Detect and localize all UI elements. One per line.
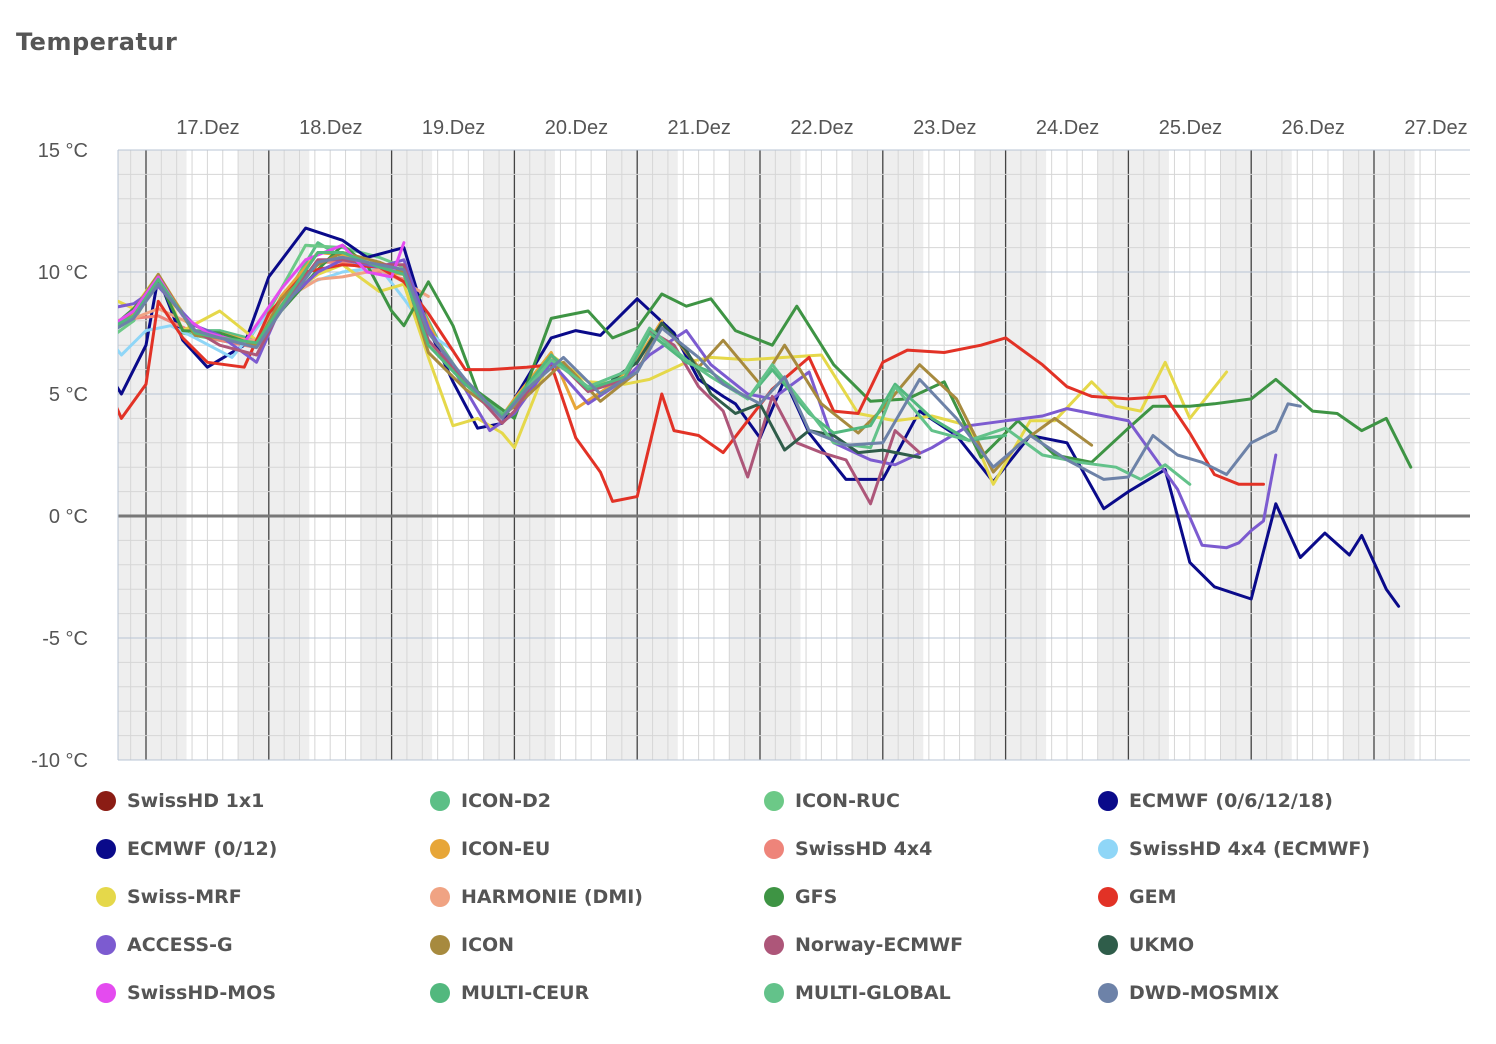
x-tick-label: 19.Dez [422,117,485,139]
series-lines [118,226,1413,608]
series-line-ecmwf-0-6-12-18- [118,226,1401,608]
series-line-gem [118,263,1265,503]
legend-label: ICON-D2 [461,790,551,812]
legend-item[interactable]: UKMO [1098,928,1194,962]
x-tick-label: 25.Dez [1159,117,1222,139]
legend-label: SwissHD 4x4 (ECMWF) [1129,838,1371,860]
legend-marker-icon [96,935,116,955]
legend-item[interactable]: GFS [764,880,837,914]
legend-item[interactable]: SwissHD 1x1 [96,784,264,818]
legend-label: ICON-EU [461,838,551,860]
y-tick-label: 15 °C [38,140,88,162]
legend-item[interactable]: ICON [430,928,514,962]
legend-label: MULTI-GLOBAL [795,982,951,1004]
legend-item[interactable]: ACCESS-G [96,928,233,962]
x-tick-label: 23.Dez [913,117,976,139]
y-tick-label: 10 °C [38,262,88,284]
legend-marker-icon [764,791,784,811]
legend-marker-icon [1098,839,1118,859]
legend-marker-icon [1098,791,1118,811]
legend-marker-icon [764,983,784,1003]
legend-item[interactable]: SwissHD-MOS [96,976,276,1010]
legend-marker-icon [1098,983,1118,1003]
legend-item[interactable]: ECMWF (0/6/12/18) [1098,784,1333,818]
y-tick-label: -5 °C [42,628,88,650]
grid-lines [117,149,1470,761]
legend-label: DWD-MOSMIX [1129,982,1280,1004]
legend-label: ACCESS-G [127,934,233,956]
legend-label: Norway-ECMWF [795,934,964,956]
legend-label: GEM [1129,886,1177,908]
legend-label: UKMO [1129,934,1195,956]
temperature-chart: 15 °C 10 °C 5 °C 0 °C -5 °C -10 °C 17.Dez 18.D… [31,117,1470,772]
series-line-swisshd-mos [118,241,406,345]
legend-marker-icon [1098,935,1118,955]
legend-item[interactable]: Norway-ECMWF [764,928,963,962]
legend-marker-icon [96,839,116,859]
x-tick-label: 24.Dez [1036,117,1099,139]
y-tick-label: 0 °C [49,506,88,528]
legend-label: SwissHD 1x1 [127,790,265,812]
legend-label: MULTI-CEUR [461,982,590,1004]
legend-marker-icon [430,935,450,955]
legend-label: ICON [461,934,515,956]
legend-marker-icon [430,887,450,907]
night-band [606,150,678,760]
x-tick-label: 22.Dez [790,117,853,139]
legend-label: GFS [795,886,838,908]
legend-item[interactable]: ICON-D2 [430,784,551,818]
legend-item[interactable]: SwissHD 4x4 (ECMWF) [1098,832,1370,866]
legend-item[interactable]: HARMONIE (DMI) [430,880,643,914]
weekend-bands [118,150,1470,760]
legend-label: SwissHD 4x4 [795,838,933,860]
x-tick-label: 17.Dez [176,117,239,139]
night-band [1343,150,1415,760]
night-band [729,150,801,760]
x-axis-ticks: 17.Dez 18.Dez 19.Dez 20.Dez 21.Dez 22.Dez 23.D… [176,117,1467,139]
legend-item[interactable]: ICON-EU [430,832,550,866]
legend-marker-icon [96,887,116,907]
legend-label: Swiss-MRF [127,886,242,908]
legend-marker-icon [764,935,784,955]
legend-marker-icon [96,791,116,811]
legend-item[interactable]: MULTI-CEUR [430,976,589,1010]
legend-label: ECMWF (0/6/12/18) [1129,790,1333,812]
series-line-norway-ecmwf [118,258,922,506]
legend-item[interactable]: Swiss-MRF [96,880,242,914]
legend-label: ICON-RUC [795,790,900,812]
night-band [1097,150,1169,760]
y-tick-label: 5 °C [49,384,88,406]
y-axis-ticks: 15 °C 10 °C 5 °C 0 °C -5 °C -10 °C [31,140,88,772]
night-band [483,150,555,760]
legend-marker-icon [764,839,784,859]
legend-marker-icon [1098,887,1118,907]
x-tick-label: 27.Dez [1404,117,1467,139]
legend-marker-icon [430,839,450,859]
night-band [238,150,310,760]
legend-label: ECMWF (0/12) [127,838,278,860]
legend-item[interactable]: DWD-MOSMIX [1098,976,1279,1010]
night-band [1220,150,1292,760]
legend-item[interactable]: MULTI-GLOBAL [764,976,951,1010]
legend-marker-icon [764,887,784,907]
legend-label: HARMONIE (DMI) [461,886,643,908]
night-band [360,150,433,760]
legend-item[interactable]: ECMWF (0/12) [96,832,277,866]
x-tick-label: 18.Dez [299,117,362,139]
legend-label: SwissHD-MOS [127,982,277,1004]
night-band [118,150,187,760]
x-tick-label: 26.Dez [1282,117,1345,139]
chart-title: Temperatur [16,28,178,56]
legend-item[interactable]: ICON-RUC [764,784,900,818]
x-tick-label: 20.Dez [545,117,608,139]
legend-marker-icon [430,791,450,811]
legend-item[interactable]: SwissHD 4x4 [764,832,932,866]
y-tick-label: -10 °C [31,750,88,772]
series-line-dwd-mosmix [118,255,1302,481]
legend-marker-icon [96,983,116,1003]
legend-item[interactable]: GEM [1098,880,1176,914]
x-tick-label: 21.Dez [668,117,731,139]
legend-marker-icon [430,983,450,1003]
